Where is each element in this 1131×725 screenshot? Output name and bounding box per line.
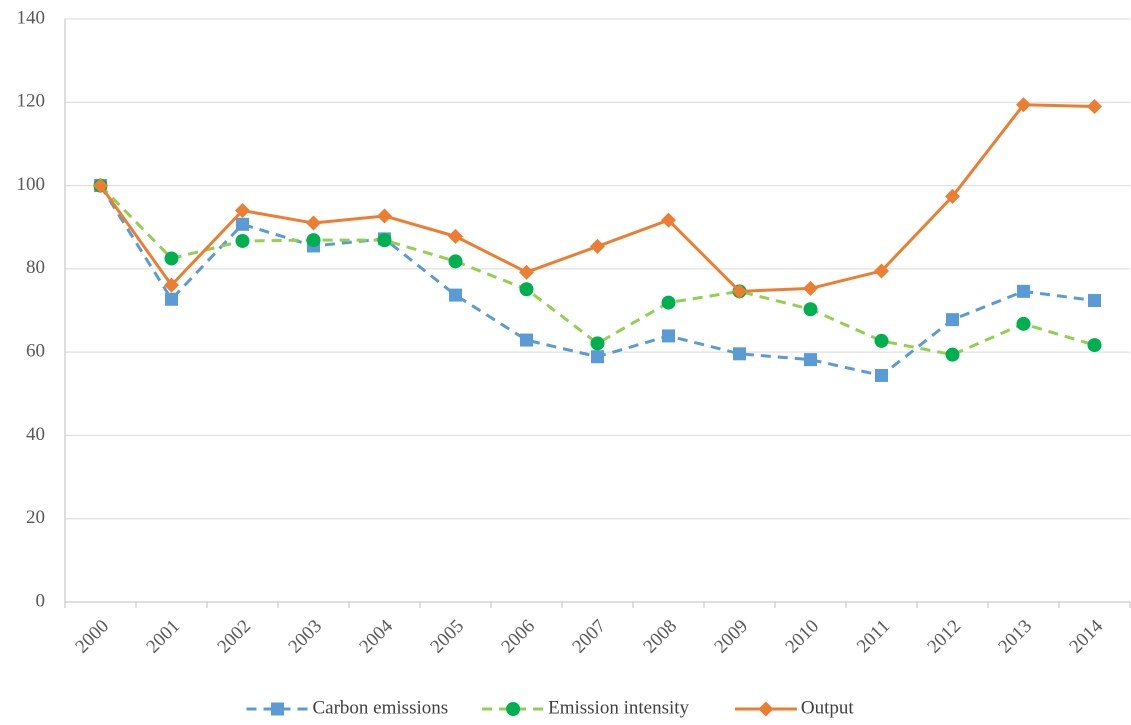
- x-tick-label: 2007: [568, 616, 610, 658]
- legend-label: Output: [801, 697, 855, 718]
- y-tick-label: 100: [17, 174, 46, 195]
- data-point: [591, 350, 604, 364]
- data-point: [164, 251, 179, 266]
- legend-label: Carbon emissions: [313, 697, 449, 718]
- data-point: [590, 336, 605, 351]
- data-point: [448, 254, 463, 269]
- data-point: [733, 347, 746, 361]
- data-point: [1087, 338, 1102, 353]
- data-point: [1016, 316, 1031, 331]
- x-tick-label: 2014: [1065, 615, 1107, 657]
- data-point: [306, 233, 321, 248]
- y-tick-label: 140: [17, 7, 46, 28]
- x-tick-label: 2000: [71, 616, 113, 658]
- data-point: [377, 208, 392, 224]
- data-point: [235, 233, 250, 248]
- data-point: [945, 188, 960, 204]
- data-point: [235, 203, 250, 219]
- x-tick-label: 2009: [710, 616, 752, 658]
- x-tick-label: 2012: [923, 616, 965, 658]
- data-point: [306, 215, 321, 231]
- x-tick-label: 2013: [994, 616, 1036, 658]
- data-point: [519, 282, 534, 297]
- data-point: [1017, 284, 1030, 298]
- data-point: [165, 292, 178, 306]
- x-tick-label: 2002: [213, 616, 255, 658]
- data-point: [662, 329, 675, 343]
- data-point: [520, 333, 533, 347]
- x-tick-label: 2003: [284, 616, 326, 658]
- x-tick-label: 2006: [497, 616, 539, 658]
- data-point: [236, 217, 249, 231]
- x-tick-label: 2001: [142, 616, 184, 658]
- legend-label: Emission intensity: [548, 697, 689, 718]
- data-point: [377, 233, 392, 248]
- data-point: [874, 263, 889, 279]
- y-tick-label: 20: [26, 507, 45, 528]
- data-point: [519, 264, 534, 280]
- legend-marker: [506, 702, 521, 716]
- data-point: [93, 178, 108, 194]
- data-point: [875, 368, 888, 382]
- data-point: [164, 277, 179, 293]
- y-tick-label: 120: [17, 91, 46, 112]
- series-line: [99, 184, 1095, 357]
- data-point: [590, 238, 605, 254]
- y-tick-label: 0: [36, 590, 46, 611]
- legend-marker: [271, 702, 284, 716]
- data-point: [661, 295, 676, 310]
- legend: Carbon emissions Emission intensity Output: [246, 697, 855, 718]
- data-point: [946, 313, 959, 327]
- y-tick-label: 40: [26, 424, 45, 445]
- x-tick-label: 2010: [781, 616, 823, 658]
- data-point: [1016, 97, 1031, 113]
- legend-marker: [758, 701, 774, 717]
- data-point: [945, 347, 960, 362]
- x-tick-label: 2008: [639, 616, 681, 658]
- data-point: [449, 288, 462, 302]
- data-point: [874, 333, 889, 348]
- data-point: [732, 283, 747, 299]
- data-point: [661, 212, 676, 228]
- y-tick-label: 60: [26, 341, 45, 362]
- y-tick-label: 80: [26, 257, 45, 278]
- data-point: [803, 280, 818, 296]
- data-point: [803, 302, 818, 317]
- data-point: [804, 353, 817, 367]
- data-point: [1087, 98, 1102, 114]
- x-tick-label: 2005: [426, 616, 468, 658]
- series-line: [99, 103, 1095, 293]
- x-tick-label: 2011: [853, 616, 894, 657]
- x-tick-label: 2004: [355, 615, 397, 657]
- data-point: [1088, 294, 1101, 308]
- data-point: [448, 228, 463, 244]
